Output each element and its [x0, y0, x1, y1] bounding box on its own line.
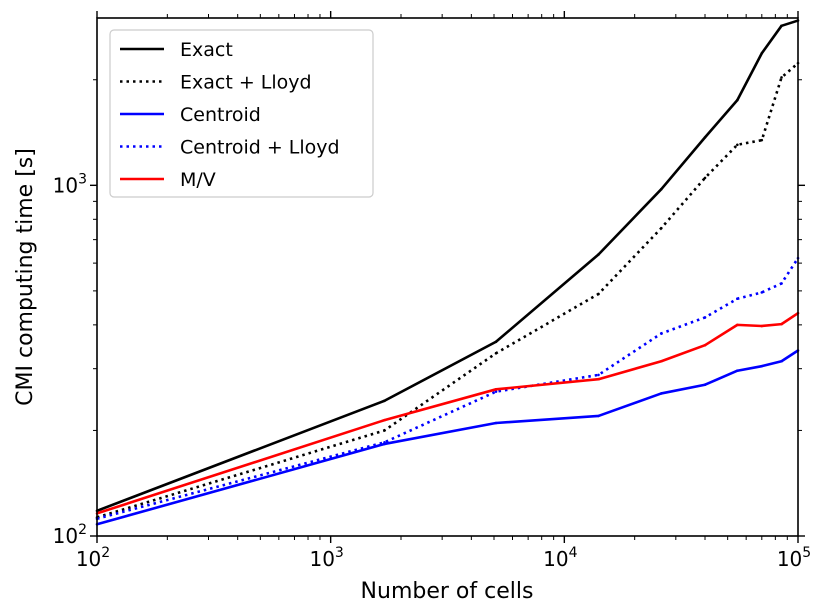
data-point [494, 340, 498, 344]
data-point [780, 322, 783, 326]
data-point [659, 392, 663, 395]
data-point [659, 332, 663, 335]
legend-label: Exact + Lloyd [180, 72, 312, 94]
legend-box [109, 29, 374, 198]
data-point [597, 292, 600, 296]
data-point [760, 324, 764, 328]
data-point [760, 291, 764, 294]
data-point [597, 377, 600, 381]
legend-label: Exact [180, 39, 233, 61]
data-point [703, 343, 707, 347]
data-point [760, 51, 764, 55]
data-point [780, 282, 783, 285]
x-tick-label: 102 [76, 545, 110, 571]
data-point [494, 390, 498, 393]
series-line [96, 349, 799, 526]
data-point [703, 383, 707, 387]
data-point [383, 429, 386, 432]
data-point [736, 297, 739, 300]
y-tick-labels: 102 103 [53, 171, 87, 548]
data-point [736, 323, 739, 327]
x-tick-label: 104 [543, 545, 577, 571]
legend-label: M/V [180, 169, 216, 191]
data-point [780, 76, 783, 79]
legend-label: Centroid [180, 104, 261, 126]
series-m-v [95, 311, 800, 515]
data-point [760, 138, 764, 142]
y-tick-label: 102 [53, 522, 87, 548]
series-centroid [95, 349, 800, 526]
data-point [383, 441, 386, 444]
data-point [736, 98, 739, 102]
data-point [703, 176, 707, 180]
data-point [703, 136, 707, 139]
data-point [597, 253, 600, 256]
data-point [494, 421, 498, 425]
y-axis-label: CMI computing time [s] [13, 148, 38, 406]
data-point [659, 359, 663, 363]
x-tick-label: 105 [777, 545, 811, 571]
data-point [736, 143, 739, 147]
series-line [96, 257, 800, 520]
series-lines [95, 19, 800, 526]
data-point [383, 399, 386, 403]
x-tick-label: 103 [309, 545, 343, 571]
data-point [736, 369, 739, 373]
legend-label: Centroid + Lloyd [180, 137, 340, 159]
legend: Exact Exact + Lloyd Centroid Centroid + Llo… [109, 29, 374, 198]
data-point [703, 316, 707, 319]
series-line [96, 312, 799, 515]
data-point [597, 414, 600, 418]
data-point [780, 359, 783, 363]
plot-frame [96, 17, 799, 537]
data-point [659, 187, 663, 191]
data-point [760, 364, 764, 368]
data-point [597, 373, 600, 377]
x-tick-labels: 102 103 104 105 [76, 545, 811, 571]
series-line [96, 19, 799, 513]
data-point [659, 226, 663, 230]
y-tick-label: 103 [53, 171, 87, 197]
data-point [494, 351, 498, 355]
major-ticks [90, 11, 805, 543]
data-point [383, 418, 386, 422]
data-point [494, 388, 498, 391]
x-axis-label: Number of cells [361, 579, 534, 604]
data-point [780, 24, 783, 28]
